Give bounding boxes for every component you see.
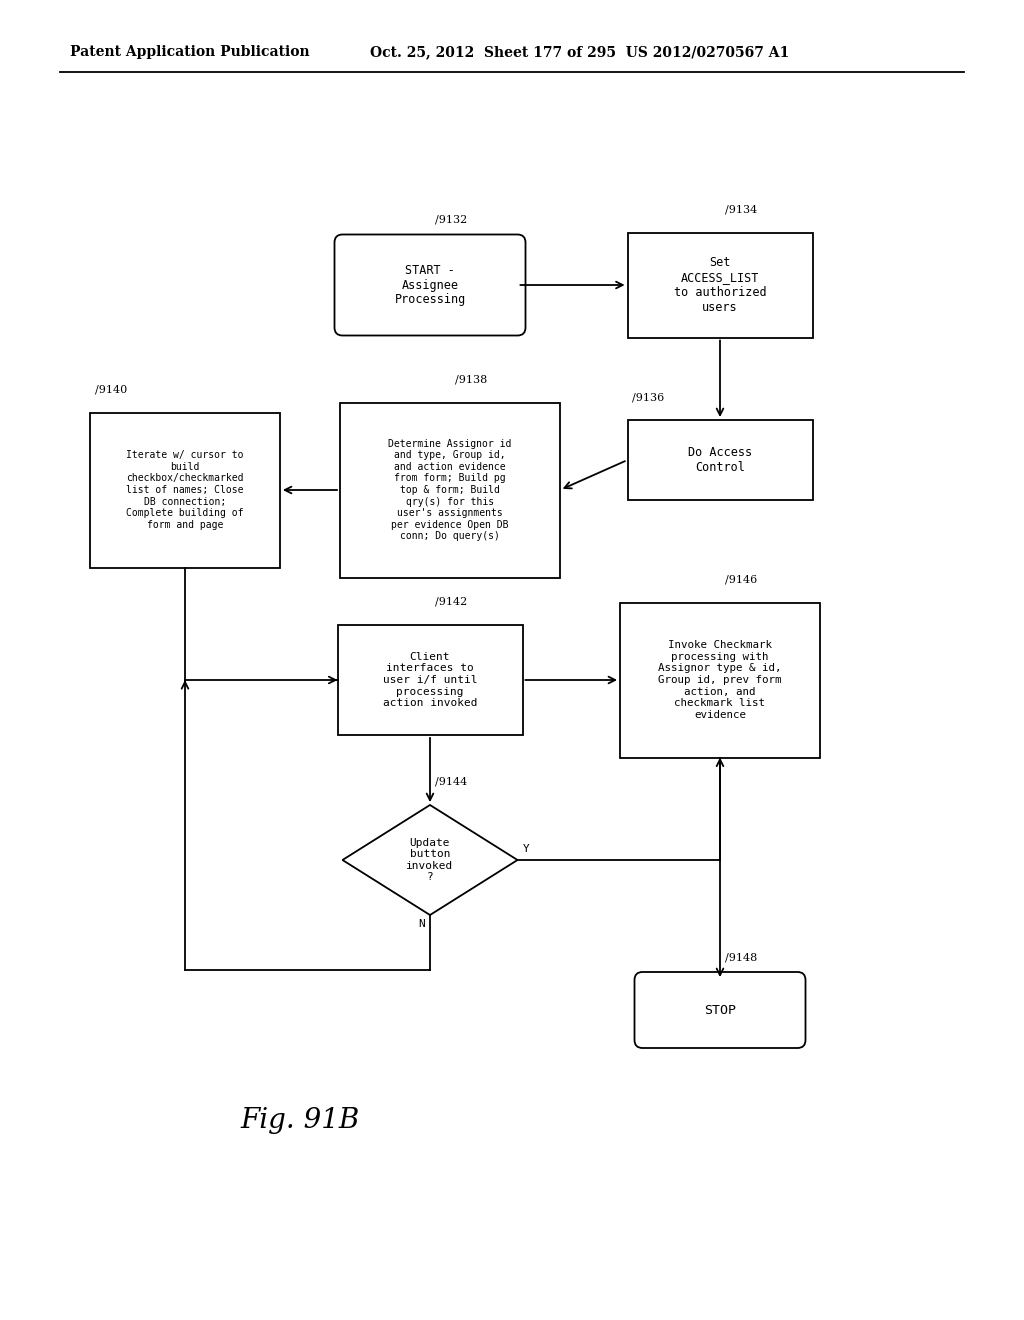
- Text: /9138: /9138: [455, 375, 487, 384]
- Text: Do Access
Control: Do Access Control: [688, 446, 752, 474]
- Polygon shape: [342, 805, 517, 915]
- Text: /9132: /9132: [435, 214, 467, 224]
- Text: Patent Application Publication: Patent Application Publication: [70, 45, 309, 59]
- Text: Oct. 25, 2012  Sheet 177 of 295  US 2012/0270567 A1: Oct. 25, 2012 Sheet 177 of 295 US 2012/0…: [370, 45, 790, 59]
- Text: /9134: /9134: [725, 205, 758, 214]
- Text: N: N: [418, 919, 425, 929]
- Text: Fig. 91B: Fig. 91B: [241, 1106, 359, 1134]
- Bar: [340, 403, 560, 578]
- Text: STOP: STOP: [705, 1003, 736, 1016]
- Text: Iterate w/ cursor to
build
checkbox/checkmarked
list of names; Close
DB connecti: Iterate w/ cursor to build checkbox/chec…: [126, 450, 244, 529]
- Text: Invoke Checkmark
processing with
Assignor type & id,
Group id, prev form
action,: Invoke Checkmark processing with Assigno…: [658, 640, 781, 719]
- Text: Update
button
invoked
?: Update button invoked ?: [407, 838, 454, 882]
- Bar: [620, 602, 820, 758]
- Text: /9140: /9140: [95, 384, 127, 395]
- Text: Client
interfaces to
user i/f until
processing
action invoked: Client interfaces to user i/f until proc…: [383, 652, 477, 709]
- Text: Determine Assignor id
and type, Group id,
and action evidence
from form; Build p: Determine Assignor id and type, Group id…: [388, 438, 512, 541]
- Text: /9144: /9144: [435, 777, 467, 787]
- Text: /9146: /9146: [725, 574, 758, 585]
- Text: /9136: /9136: [633, 392, 665, 403]
- Bar: [628, 232, 812, 338]
- FancyBboxPatch shape: [335, 235, 525, 335]
- Bar: [338, 624, 522, 735]
- Text: START -
Assignee
Processing: START - Assignee Processing: [394, 264, 466, 306]
- Bar: [628, 420, 812, 500]
- FancyBboxPatch shape: [635, 972, 806, 1048]
- Text: Set
ACCESS_LIST
to authorized
users: Set ACCESS_LIST to authorized users: [674, 256, 766, 314]
- Bar: [90, 412, 280, 568]
- Text: Y: Y: [522, 843, 529, 854]
- Text: /9142: /9142: [435, 597, 467, 607]
- Text: /9148: /9148: [725, 952, 758, 962]
